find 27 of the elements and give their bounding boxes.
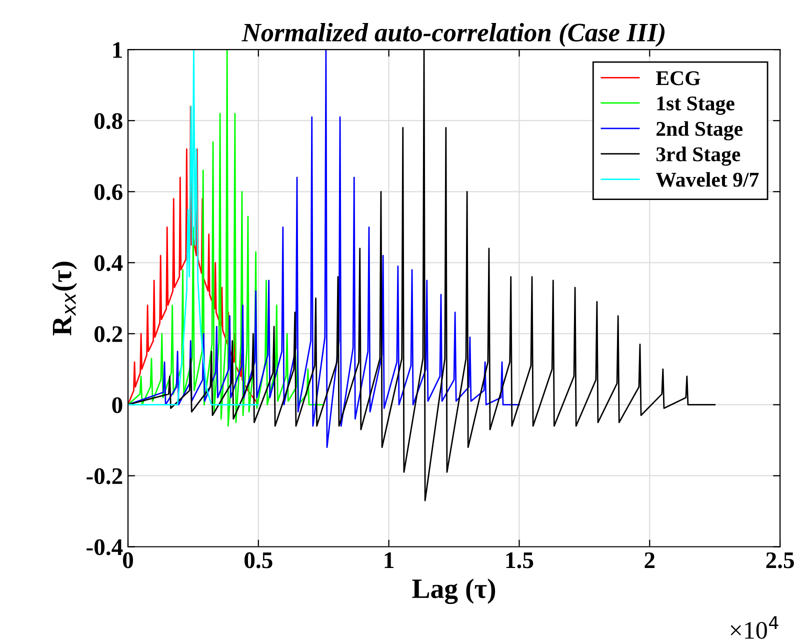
y-tick-label: 1 xyxy=(113,42,122,58)
x-tick-label: 2.5 xyxy=(766,552,794,568)
y-tick-label: -0.2 xyxy=(86,468,122,484)
y-tick-label: 0.8 xyxy=(94,113,122,130)
x-axis-title: Lag (τ) xyxy=(412,578,496,604)
legend-label: ECG xyxy=(656,71,700,86)
x-tick-label: 0.5 xyxy=(244,552,272,568)
chart-title: Normalized auto-correlation (Case III) xyxy=(242,22,665,47)
legend-label: 1st Stage xyxy=(657,96,734,115)
legend-label: 2nd Stage xyxy=(656,121,743,140)
line-series xyxy=(128,50,260,406)
x-tick-label: 0 xyxy=(122,552,133,568)
y-tick-label: 0.4 xyxy=(94,255,123,272)
y-tick-label: -0.4 xyxy=(86,539,123,556)
y-tick-label: 0.2 xyxy=(94,326,122,342)
x-tick-label: 1.5 xyxy=(506,552,534,568)
x-tick-label: 1 xyxy=(384,552,394,568)
line-series xyxy=(128,106,260,406)
legend-label: Wavelet 9/7 xyxy=(656,172,759,187)
line-series xyxy=(128,50,324,427)
text: ×10$^{4}$ xyxy=(730,616,778,639)
y-tick-label: 0.6 xyxy=(94,184,122,200)
line-series xyxy=(128,50,520,448)
legend-label: 3rd Stage xyxy=(656,146,740,166)
y-tick-label: 0 xyxy=(112,397,122,414)
x-tick-label: 2 xyxy=(644,552,655,568)
y-axis-title: R$_{xx}$(τ) xyxy=(52,262,78,336)
